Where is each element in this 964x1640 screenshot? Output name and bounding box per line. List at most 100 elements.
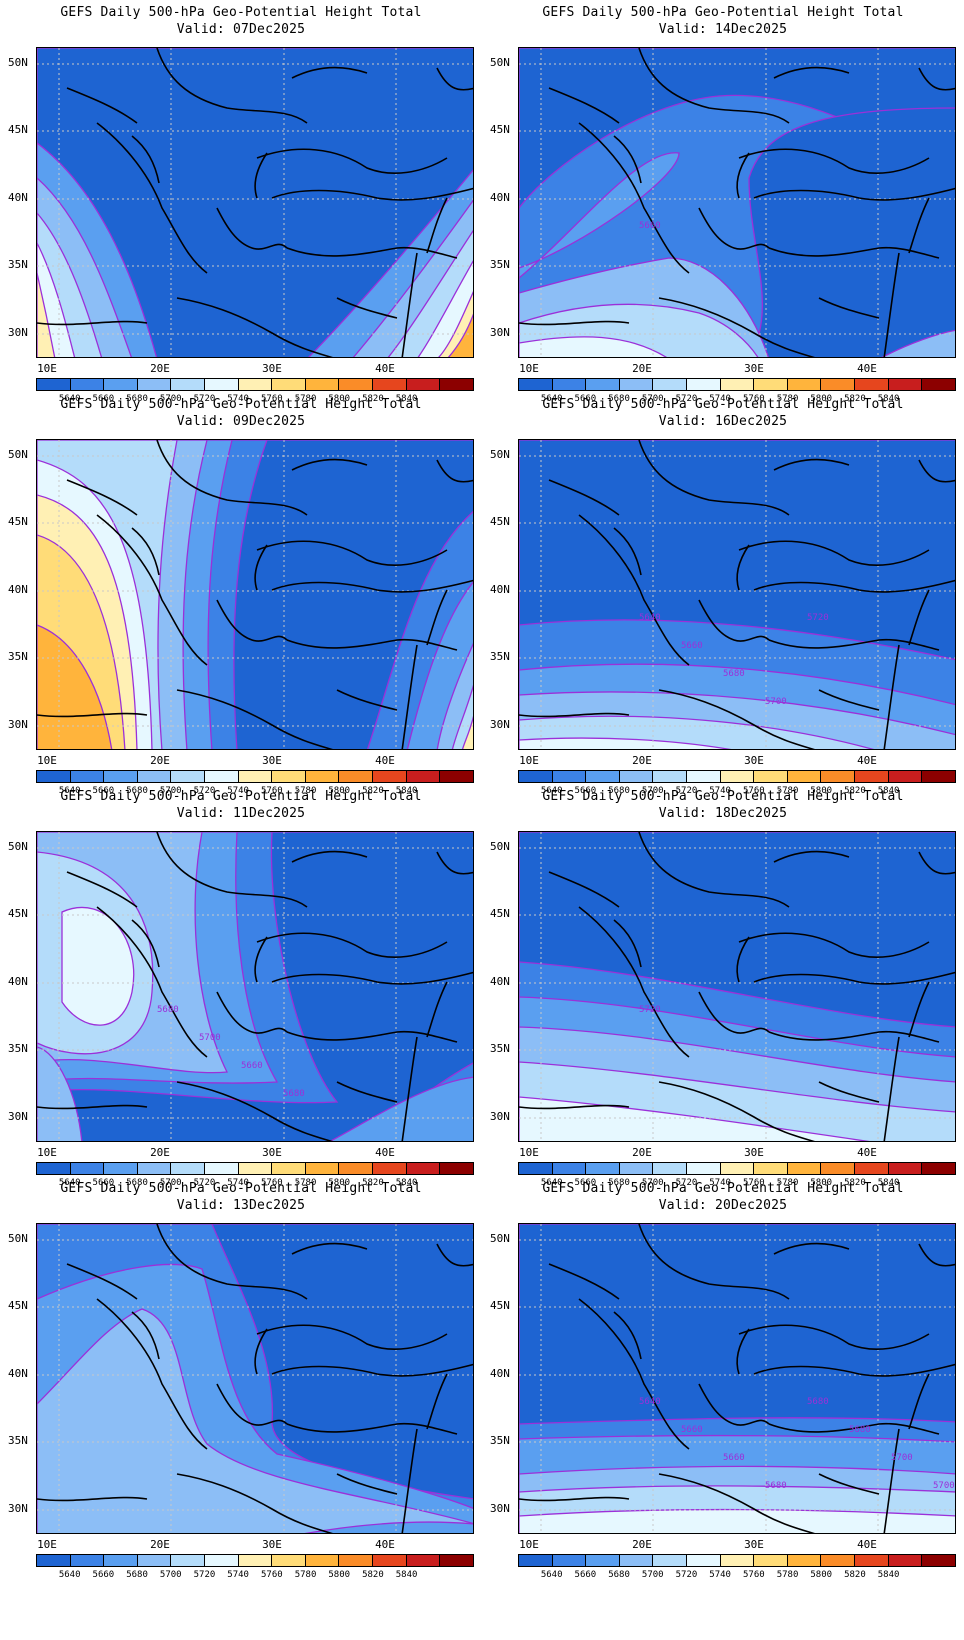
coastline	[658, 1081, 816, 1141]
colorbar-swatch	[888, 771, 923, 782]
map-panel-p4: GEFS Daily 500-hPa Geo-Potential Height …	[482, 392, 964, 802]
latitude-label: 40N	[8, 1367, 28, 1380]
coastline	[256, 540, 448, 566]
colorbar-swatch	[787, 1163, 822, 1174]
height-band	[61, 906, 135, 1026]
panel-title: GEFS Daily 500-hPa Geo-Potential Height …	[60, 5, 422, 20]
panel-title: GEFS Daily 500-hPa Geo-Potential Height …	[542, 789, 904, 804]
longitude-label: 40E	[375, 362, 395, 375]
latitude-label: 45N	[490, 123, 510, 136]
latitude-label: 45N	[8, 907, 28, 920]
colorbar-label: 5760	[743, 394, 765, 404]
coastline	[548, 479, 620, 516]
coastline	[818, 1473, 880, 1495]
colorbar-labels: 5640 5660 5680 5700 5720 5740 5760 5780 5800 5820…	[36, 786, 474, 798]
coastline	[613, 1311, 642, 1360]
contour-label: 5700	[891, 1453, 913, 1463]
colorbar-swatch	[339, 771, 374, 782]
contour-label: 5680	[157, 1005, 179, 1015]
coastline	[66, 479, 138, 516]
colorbar-labels: 5640 5660 5680 5700 5720 5740 5760 5780 5800 5820…	[36, 394, 474, 406]
longitude-label: 30E	[262, 1538, 282, 1551]
colorbar	[36, 1554, 474, 1567]
coastline	[578, 122, 690, 274]
coastline	[736, 1328, 750, 1375]
colorbar-swatch	[70, 1555, 105, 1566]
coastline	[519, 320, 630, 326]
coastline	[658, 689, 816, 749]
colorbar-labels: 5640 5660 5680 5700 5720 5740 5760 5780 5800 5820…	[36, 1570, 474, 1582]
colorbar-label: 5700	[159, 1570, 182, 1580]
colorbar-swatch	[888, 379, 923, 390]
colorbar-labels: 5640 5660 5680 5700 5720 5740 5760 5780 5800 5820…	[518, 786, 956, 798]
colorbar-swatch	[653, 771, 688, 782]
colorbar-swatch	[787, 771, 822, 782]
coastline	[256, 1324, 448, 1350]
contour-label: 5660	[723, 1453, 745, 1463]
coastline	[519, 712, 630, 718]
colorbar-label: 5840	[395, 786, 418, 796]
colorbar-swatch	[519, 1163, 553, 1174]
colorbar-swatch	[855, 1555, 889, 1566]
coastline	[254, 544, 268, 591]
colorbar-label: 5680	[126, 1178, 148, 1188]
panel-valid-date: Valid: 18Dec2025	[658, 806, 788, 821]
panel-valid-date: Valid: 09Dec2025	[176, 414, 306, 429]
colorbar-label: 5700	[641, 786, 664, 796]
coastline	[271, 1363, 473, 1377]
colorbar-label: 5820	[362, 394, 384, 404]
coastline	[773, 1242, 850, 1255]
height-band	[881, 329, 955, 357]
coastline	[698, 991, 770, 1034]
coastline	[768, 638, 940, 651]
colorbar-swatch	[104, 771, 138, 782]
latitude-label: 50N	[490, 448, 510, 461]
colorbar-swatch	[586, 771, 620, 782]
coastline	[436, 67, 473, 91]
coastline	[753, 579, 955, 593]
coastline	[256, 932, 448, 958]
latitude-label: 35N	[8, 650, 28, 663]
colorbar-label: 5660	[574, 786, 597, 796]
colorbar-label: 5660	[92, 394, 115, 404]
latitude-label: 50N	[490, 840, 510, 853]
contour-label: 5680	[807, 1397, 829, 1407]
colorbar-swatch	[205, 771, 239, 782]
coastline	[753, 187, 955, 201]
colorbar-label: 5660	[92, 786, 115, 796]
colorbar-swatch	[373, 1555, 407, 1566]
coastline	[436, 1243, 473, 1267]
colorbar-label: 5700	[159, 394, 182, 404]
colorbar-label: 5840	[877, 1570, 900, 1580]
latitude-label: 45N	[490, 1299, 510, 1312]
coastline	[401, 644, 418, 749]
coastline	[736, 936, 750, 983]
colorbar-label: 5700	[641, 1178, 664, 1188]
longitude-label: 10E	[519, 362, 539, 375]
colorbar-label: 5820	[844, 394, 866, 404]
height-field	[37, 48, 473, 357]
panel-title: GEFS Daily 500-hPa Geo-Potential Height …	[60, 1181, 422, 1196]
longitude-label: 40E	[375, 1146, 395, 1159]
longitude-label: 20E	[150, 362, 170, 375]
longitude-label: 10E	[37, 362, 57, 375]
colorbar-swatch	[104, 1163, 138, 1174]
colorbar-label: 5720	[675, 786, 698, 796]
coastline	[613, 919, 642, 968]
longitude-label: 40E	[857, 362, 877, 375]
colorbar-swatch	[552, 1555, 587, 1566]
coastline	[578, 514, 690, 666]
colorbar-swatch	[272, 771, 306, 782]
colorbar-swatch	[171, 1555, 206, 1566]
latitude-label: 45N	[8, 515, 28, 528]
coastline	[908, 197, 930, 254]
colorbar-label: 5680	[608, 394, 630, 404]
height-band	[37, 1308, 473, 1533]
colorbar-swatch	[305, 1555, 340, 1566]
panel-title: GEFS Daily 500-hPa Geo-Potential Height …	[542, 397, 904, 412]
colorbar-swatch	[821, 379, 856, 390]
contour-label: 5720	[639, 1005, 661, 1015]
colorbar-label: 5840	[395, 1570, 418, 1580]
height-band	[37, 272, 56, 357]
colorbar-label: 5680	[608, 1570, 630, 1580]
